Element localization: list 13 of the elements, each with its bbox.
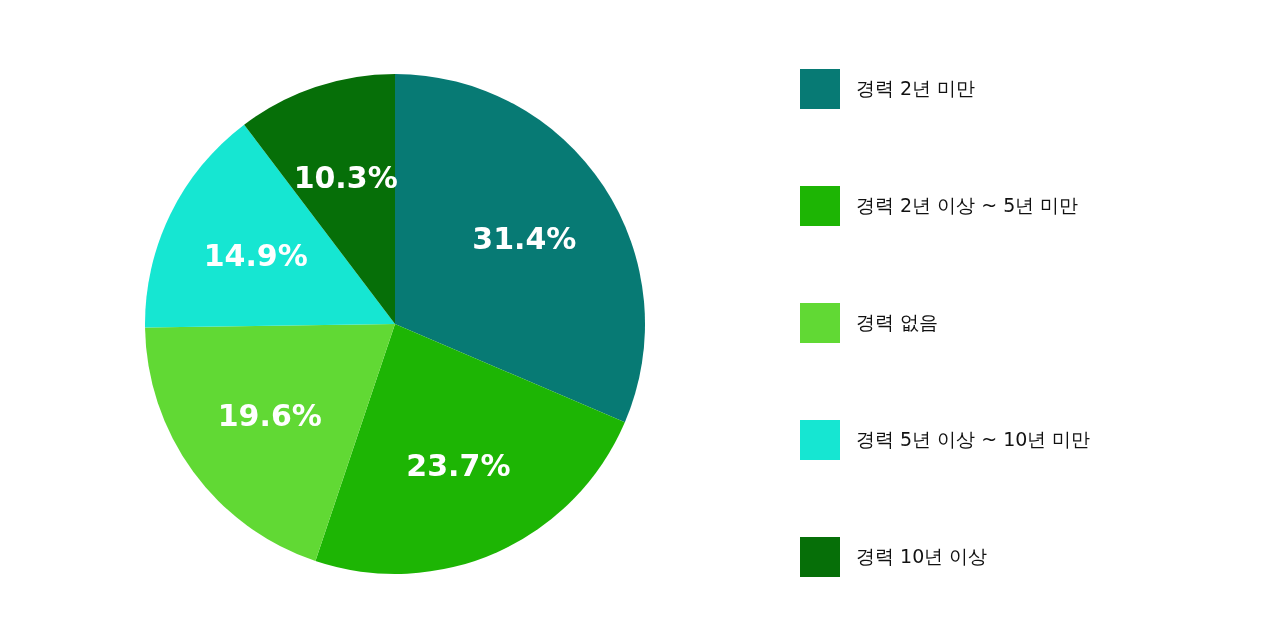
legend-label: 경력 2년 미만 [856, 76, 976, 101]
data-label: 31.4% [472, 221, 577, 257]
legend-label: 경력 없음 [856, 310, 939, 335]
legend-label: 경력 10년 이상 [856, 544, 988, 569]
data-label: 10.3% [293, 159, 398, 195]
pie-slice [145, 324, 395, 561]
pie-slice [145, 124, 395, 328]
pie-slice [395, 74, 645, 423]
legend-label: 경력 5년 이상 ~ 10년 미만 [856, 427, 1091, 452]
data-label: 19.6% [217, 397, 322, 433]
data-label: 14.9% [203, 238, 308, 274]
legend-label: 경력 2년 이상 ~ 5년 미만 [856, 193, 1079, 218]
data-label: 23.7% [406, 447, 511, 483]
